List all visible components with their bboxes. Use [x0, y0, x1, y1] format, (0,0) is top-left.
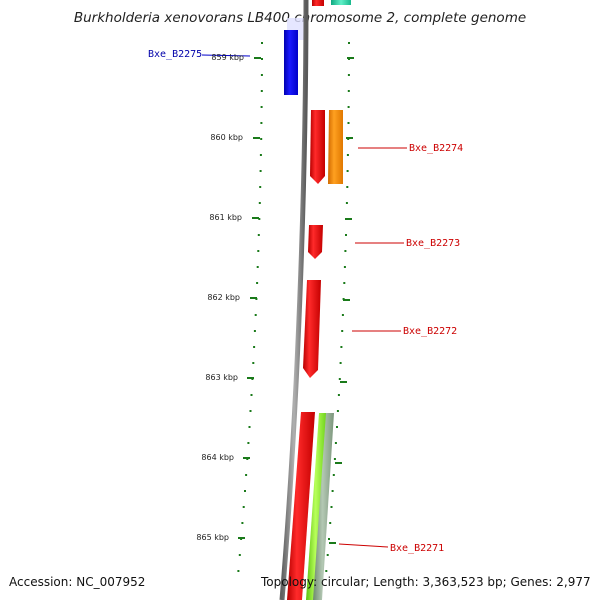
minor-tick-dot — [346, 154, 349, 156]
outer-major-ticks — [329, 57, 354, 544]
minor-tick-dot — [250, 394, 253, 396]
minor-tick-dot — [260, 74, 263, 76]
ruler-tick-label: 861 kbp — [209, 213, 242, 222]
minor-tick-dot — [330, 506, 333, 508]
minor-tick-dot — [249, 410, 252, 412]
minor-tick-dot — [242, 506, 245, 508]
minor-tick-dot — [237, 570, 240, 572]
ruler: 859 kbp 860 kbp 861 kbp 862 kbp 863 kbp … — [196, 53, 261, 542]
gene-label-bxe-b2272[interactable]: Bxe_B2272 — [403, 326, 457, 337]
minor-tick-dot — [260, 106, 263, 108]
minor-tick-dot — [347, 122, 350, 124]
ruler-tick-label: 860 kbp — [210, 133, 243, 142]
gene-bxe-b2274[interactable] — [310, 110, 325, 184]
minor-tick-dot — [245, 474, 248, 476]
gene-bxe-b2271[interactable] — [287, 412, 315, 600]
minor-tick-dot — [247, 442, 250, 444]
gene-bxe-b2275[interactable] — [284, 30, 298, 95]
minor-tick-dot — [257, 234, 260, 236]
minor-tick-dot — [341, 330, 344, 332]
genome-summary: Topology: circular; Length: 3,363,523 bp… — [261, 575, 591, 589]
minor-tick-dot — [343, 282, 346, 284]
minor-tick-dot — [332, 474, 335, 476]
minor-tick-dot — [254, 314, 257, 316]
minor-tick-dot — [256, 282, 259, 284]
minor-tick-dot — [336, 410, 339, 412]
chromosome-backbone — [279, 0, 309, 600]
gene-partial-top[interactable] — [312, 0, 324, 6]
gene-label-bxe-b2274[interactable]: Bxe_B2274 — [409, 143, 463, 154]
minor-tick-dot — [259, 186, 262, 188]
minor-tick-dot — [344, 250, 347, 252]
gene-bxe-b2273[interactable] — [308, 225, 323, 259]
minor-tick-dot — [328, 538, 330, 540]
gene-label-bxe-b2275[interactable]: Bxe_B2275 — [148, 49, 202, 60]
minor-tick-dot — [338, 378, 341, 380]
minor-tick-dot — [259, 170, 262, 172]
minor-tick-dot — [325, 570, 328, 572]
minor-tick-dot — [331, 490, 334, 492]
minor-tick-dot — [347, 90, 350, 92]
minor-tick-dot — [347, 106, 350, 108]
minor-tick-dot — [346, 186, 349, 188]
minor-tick-dot — [337, 394, 340, 396]
accession-label: Accession: NC_007952 — [9, 575, 146, 589]
minor-tick-dot — [253, 346, 256, 348]
minor-tick-dot — [261, 42, 263, 44]
minor-tick-dot — [326, 554, 329, 556]
minor-tick-dot — [253, 330, 256, 332]
minor-tick-dot — [347, 74, 350, 76]
ruler-tick-label: 863 kbp — [205, 373, 238, 382]
minor-tick-dot — [241, 522, 244, 524]
label-leader-bxe-b2275 — [201, 54, 251, 57]
ruler-tick-label: 864 kbp — [201, 453, 234, 462]
minor-tick-dot — [346, 170, 349, 172]
minor-tick-dot — [339, 362, 342, 364]
ruler-tick-label: 862 kbp — [207, 293, 240, 302]
label-leader-bxe-b2271 — [338, 543, 389, 548]
feature-teal-top[interactable] — [331, 0, 351, 5]
minor-tick-dot — [248, 426, 251, 428]
minor-tick-dot — [345, 234, 347, 236]
minor-tick-dot — [341, 314, 344, 316]
feature-gray[interactable] — [313, 413, 334, 600]
minor-tick-dot — [343, 266, 346, 268]
gene-label-bxe-b2271[interactable]: Bxe_B2271 — [390, 543, 444, 554]
minor-tick-dot — [260, 90, 263, 92]
minor-tick-dot — [259, 154, 262, 156]
minor-tick-dot — [345, 202, 348, 204]
minor-tick-dot — [329, 522, 332, 524]
minor-tick-dot — [334, 442, 337, 444]
feature-lime[interactable] — [306, 413, 327, 600]
minor-tick-dot — [261, 58, 263, 60]
minor-tick-dot — [336, 426, 338, 428]
inner-tick-marks — [237, 42, 263, 572]
minor-tick-dot — [258, 202, 261, 204]
gene-bxe-b2272[interactable] — [303, 280, 321, 378]
minor-tick-dot — [348, 42, 350, 44]
minor-tick-dot — [260, 138, 263, 140]
feature-orange[interactable] — [328, 110, 343, 184]
minor-tick-dot — [340, 346, 343, 348]
minor-tick-dot — [260, 122, 263, 124]
minor-tick-dot — [238, 554, 241, 556]
ruler-tick-label: 865 kbp — [196, 533, 229, 542]
minor-tick-dot — [257, 250, 260, 252]
ruler-tick-label: 859 kbp — [211, 53, 244, 62]
minor-tick-dot — [258, 218, 261, 220]
minor-tick-dot — [256, 266, 259, 268]
gene-label-bxe-b2273[interactable]: Bxe_B2273 — [406, 238, 460, 249]
minor-tick-dot — [333, 458, 336, 460]
minor-tick-dot — [244, 490, 246, 492]
minor-tick-dot — [252, 362, 255, 364]
